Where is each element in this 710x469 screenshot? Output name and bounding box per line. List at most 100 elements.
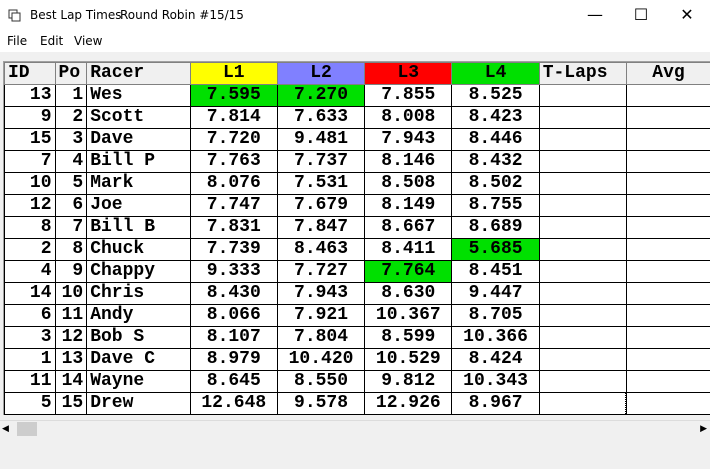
empty-cell — [625, 84, 710, 107]
window-subtitle: Round Robin #15/15 — [120, 8, 244, 22]
cell: 1 — [54, 84, 88, 107]
empty-cell — [625, 172, 710, 195]
cell: Dave — [86, 128, 191, 151]
empty-cell — [625, 128, 710, 151]
cell: 14 — [54, 370, 88, 393]
horizontal-scrollbar[interactable]: ◀ ▶ — [0, 420, 710, 438]
table-row: 12 6 Joe 7.747 7.679 8.149 8.755 — [4, 194, 710, 217]
cell: 7.831 — [189, 216, 278, 239]
empty-cell — [625, 304, 710, 327]
table-row: 8 7 Bill B 7.831 7.847 8.667 8.689 — [4, 216, 710, 239]
cell: 10.420 — [276, 348, 366, 371]
cell: 8.149 — [364, 194, 453, 217]
menu-item[interactable]: Edit — [40, 34, 64, 48]
column-header: L2 — [276, 62, 366, 85]
cell: 10.343 — [451, 370, 540, 393]
close-button[interactable]: ✕ — [680, 5, 694, 24]
column-header: Avg — [625, 62, 710, 85]
cell: 7.737 — [276, 150, 366, 173]
cell: 13 — [4, 84, 56, 107]
cell: 1 — [4, 348, 56, 371]
cell: 8.411 — [364, 238, 453, 261]
cell: 9.812 — [364, 370, 453, 393]
cell: Chappy — [86, 260, 191, 283]
cell: Scott — [86, 106, 191, 129]
empty-cell — [538, 194, 627, 217]
cell: 8.107 — [189, 326, 278, 349]
cell: 11 — [4, 370, 56, 393]
cell: Andy — [86, 304, 191, 327]
cell: 11 — [54, 304, 88, 327]
cell: 6 — [54, 194, 88, 217]
menu-item[interactable]: View — [74, 34, 103, 48]
cell: 2 — [4, 238, 56, 261]
empty-cell — [625, 282, 710, 305]
column-header: L1 — [189, 62, 278, 85]
cell: 9.481 — [276, 128, 366, 151]
cell: 8.979 — [189, 348, 278, 371]
cell: 8.667 — [364, 216, 453, 239]
cell: Mark — [86, 172, 191, 195]
scroll-thumb[interactable] — [17, 422, 37, 436]
empty-cell — [625, 391, 710, 415]
cell: 8.446 — [451, 128, 540, 151]
cell: 7.531 — [276, 172, 366, 195]
cell: 8.432 — [451, 150, 540, 173]
cell: 7.921 — [276, 304, 366, 327]
scroll-right[interactable]: ▶ — [700, 424, 707, 434]
cell: 12 — [4, 194, 56, 217]
cell: 7.270 — [276, 84, 366, 107]
cell: 9 — [4, 106, 56, 129]
column-header: Racer — [86, 62, 191, 85]
table-row: 13 1 Wes 7.595 7.270 7.855 8.525 — [4, 84, 710, 107]
cell: 8 — [4, 216, 56, 239]
cell: 8.423 — [451, 106, 540, 129]
cell: 8.066 — [189, 304, 278, 327]
app-icon — [8, 9, 21, 22]
empty-cell — [625, 194, 710, 217]
table-row: 3 12 Bob S 8.107 7.804 8.599 10.366 — [4, 326, 710, 349]
empty-cell — [538, 282, 627, 305]
cell: 14 — [4, 282, 56, 305]
column-header: L4 — [451, 62, 540, 85]
empty-cell — [625, 348, 710, 371]
cell: Chuck — [86, 238, 191, 261]
cell: 8.146 — [364, 150, 453, 173]
table-row: 11 14 Wayne 8.645 8.550 9.812 10.343 — [4, 370, 710, 393]
cell: 7.763 — [189, 150, 278, 173]
cell: 8.689 — [451, 216, 540, 239]
empty-cell — [538, 304, 627, 327]
cell: 5 — [54, 172, 88, 195]
maximize-button[interactable]: ☐ — [633, 5, 649, 24]
empty-cell — [538, 172, 627, 195]
scroll-left[interactable]: ◀ — [2, 424, 9, 434]
table-row: 9 2 Scott 7.814 7.633 8.008 8.423 — [4, 106, 710, 129]
cell: 7.943 — [364, 128, 453, 151]
empty-cell — [625, 150, 710, 173]
cell: 15 — [4, 128, 56, 151]
cell: 10.529 — [364, 348, 453, 371]
cell: 8.645 — [189, 370, 278, 393]
empty-cell — [625, 260, 710, 283]
cell: 12.926 — [364, 392, 453, 415]
empty-cell — [538, 260, 627, 283]
menu-bar: File Edit View — [0, 30, 710, 52]
cell: 9.447 — [451, 282, 540, 305]
lap-table: ID Po Racer L1 L2 L3 L4 T-Laps Avg 13 1 Wes 7.595 7.2… — [4, 62, 710, 415]
cell: Bill B — [86, 216, 191, 239]
menu-item[interactable]: File — [7, 34, 28, 48]
empty-cell — [538, 370, 627, 393]
cell: 8.008 — [364, 106, 453, 129]
cell: 8 — [54, 238, 88, 261]
title-bar: Best Lap Times Round Robin #15/15 — ☐ ✕ — [0, 0, 710, 30]
table-row: 1 13 Dave C 8.979 10.420 10.529 8.424 — [4, 348, 710, 371]
table-row: 6 11 Andy 8.066 7.921 10.367 8.705 — [4, 304, 710, 327]
cell: 3 — [4, 326, 56, 349]
cell: 12.648 — [189, 392, 278, 415]
empty-cell — [538, 106, 627, 129]
empty-cell — [625, 216, 710, 239]
cell: 8.430 — [189, 282, 278, 305]
minimize-button[interactable]: — — [587, 5, 603, 24]
table-row: 4 9 Chappy 9.333 7.727 7.764 8.451 — [4, 260, 710, 283]
empty-cell — [538, 348, 627, 371]
